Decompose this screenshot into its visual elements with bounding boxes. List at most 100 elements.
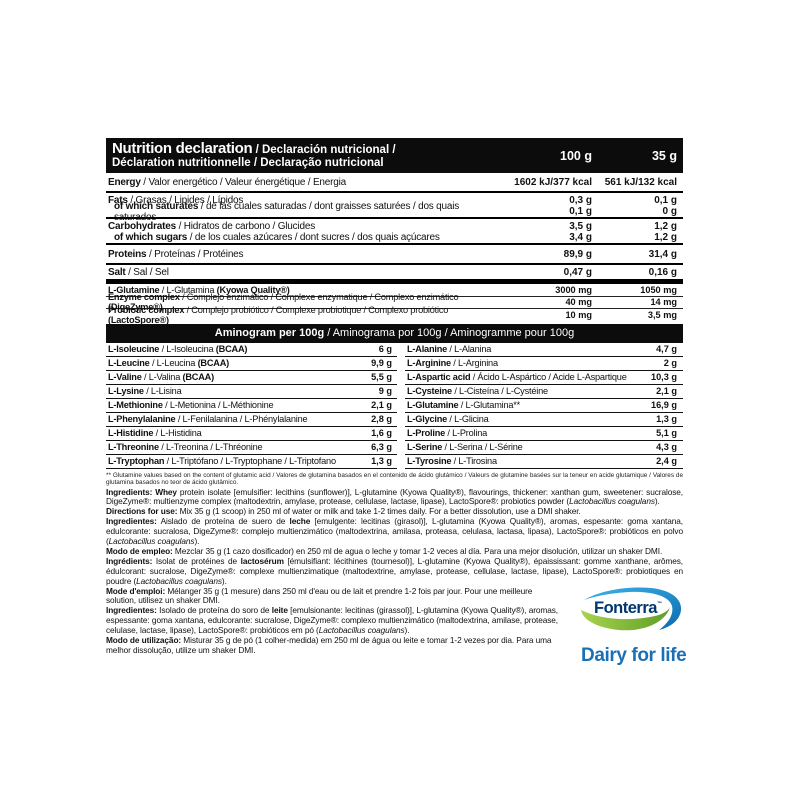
amino-acid-value: 1,3 g	[656, 414, 677, 424]
nutrition-row: of which saturates / de las cuales satur…	[106, 201, 683, 223]
nutrient-label: Energy / Valor energético / Valeur énerg…	[108, 176, 347, 188]
aminogram-row: L-Proline / L-Prolina 5,1 g	[405, 427, 683, 441]
value-per-100g: 0,1 g	[569, 206, 592, 217]
glutamine-footnote: ** Glutamine values based on the content…	[106, 471, 683, 486]
amino-acid-value: 9 g	[378, 386, 392, 396]
amino-acid-value: 16,9 g	[650, 400, 677, 410]
value-per-100g: 1602 kJ/377 kcal	[514, 176, 592, 188]
aminogram-row: L-Methionine / L-Metionina / L-Méthionin…	[106, 399, 397, 413]
amino-acid-value: 2,1 g	[371, 400, 392, 410]
amino-acid-value: 6,3 g	[371, 442, 392, 452]
ingredients-en: Ingredients: Whey protein isolate [emuls…	[106, 486, 683, 507]
logo-green-swoosh	[581, 607, 670, 631]
nutrient-label: of which saturates / de las cuales satur…	[114, 200, 460, 223]
value-per-100g: 40 mg	[565, 297, 592, 308]
amino-acid-label: L-Phenylalanine / L-Fenilalanina / L-Phé…	[108, 414, 308, 424]
amino-acid-label: L-Tyrosine / L-Tirosina	[407, 456, 497, 466]
ingredients-pt: Ingredientes: Isolado de proteína do sor…	[106, 605, 558, 636]
aminogram-row: L-Lysine / L-Lisina 9 g	[106, 385, 397, 399]
value-per-35g: 0 g	[662, 206, 677, 217]
aminogram-column-left: L-Isoleucine / L-Isoleucina (BCAA) 6 g L-L…	[106, 343, 397, 469]
aminogram-row: L-Valine / L-Valina (BCAA) 5,5 g	[106, 371, 397, 385]
nutrient-label: L-Glutamine / L-Glutamina (Kyowa Quality…	[108, 284, 290, 295]
value-per-35g: 1,2 g	[654, 232, 677, 243]
fonterra-tagline: Dairy for life	[581, 645, 687, 666]
directions-fr: Mode d'emploi: Mélanger 35 g (1 mesure) …	[106, 585, 533, 606]
aminogram-row: L-Cysteine / L-Cisteína / L-Cystéine 2,1 …	[405, 385, 683, 399]
nutrition-row: Enzyme complex / Complejo enzimático / C…	[106, 292, 683, 312]
amino-acid-label: L-Isoleucine / L-Isoleucina (BCAA)	[108, 344, 248, 354]
column-header-100g: 100 g	[560, 148, 592, 163]
amino-acid-label: L-Glutamine / L-Glutamina**	[407, 400, 521, 410]
aminogram-title-translations: / Aminograma por 100g / Aminogramme pour…	[327, 327, 575, 339]
aminogram-table: L-Isoleucine / L-Isoleucina (BCAA) 6 g L-L…	[106, 343, 683, 469]
aminogram-row: L-Histidine / L-Histidina 1,6 g	[106, 427, 397, 441]
title-translations: / Declaración nutricional /	[252, 143, 396, 156]
aminogram-row: L-Arginine / L-Arginina 2 g	[405, 357, 683, 371]
aminogram-title: Aminogram per 100g	[214, 327, 325, 339]
value-per-35g: 1,2 g	[654, 221, 677, 232]
value-per-35g: 14 mg	[650, 297, 677, 308]
amino-acid-value: 4,3 g	[656, 442, 677, 452]
directions-en: Directions for use: Mix 35 g (1 scoop) i…	[106, 506, 581, 517]
nutrient-label: Enzyme complex / Complejo enzimático / C…	[108, 292, 459, 313]
title-primary: Nutrition declaration	[112, 139, 253, 157]
amino-acid-value: 2 g	[663, 358, 677, 368]
nutrient-label: Proteins / Proteínas / Protéines	[108, 248, 244, 260]
nutrient-label: Fats / Grasas / Lipides / Lípidos	[108, 195, 244, 206]
value-per-100g: 3000 mg	[555, 284, 592, 295]
nutrition-declaration-header-bar: Nutrition declaration / Declaración nutr…	[106, 138, 683, 173]
amino-acid-value: 9,9 g	[371, 358, 392, 368]
aminogram-row: L-Serine / L-Serina / L-Sérine 4,3 g	[405, 441, 683, 455]
amino-acid-label: L-Histidine / L-Histidina	[108, 428, 202, 438]
directions-pt: Modo de utilização: Misturar 35 g de pó …	[106, 635, 552, 655]
value-per-35g: 1050 mg	[640, 284, 677, 295]
value-per-35g: 0,16 g	[648, 266, 677, 278]
amino-acid-label: L-Threonine / L-Treonina / L-Thréonine	[108, 442, 263, 452]
label-content: Nutrition declaration / Declaración nutr…	[106, 138, 683, 656]
nutrition-row: Proteins / Proteínas / Protéines 89,9 g 31…	[106, 245, 683, 265]
value-per-35g: 3,5 mg	[647, 310, 677, 321]
nutrition-row: of which sugars / de los cuales azúcares…	[106, 232, 683, 245]
nutrient-label: Carbohydrates / Hidratos de carbono / Gl…	[108, 221, 316, 232]
value-per-100g: 89,9 g	[563, 248, 592, 260]
aminogram-header-bar: Aminogram per 100g / Aminograma por 100g…	[106, 323, 683, 343]
nutrient-label: Salt / Sal / Sel	[108, 266, 169, 278]
amino-acid-label: L-Methionine / L-Metionina / L-Méthionin…	[108, 400, 274, 410]
aminogram-row: L-Leucine / L-Leucina (BCAA) 9,9 g	[106, 357, 397, 371]
amino-acid-value: 1,6 g	[371, 428, 392, 438]
amino-acid-label: L-Alanine / L-Alanina	[407, 344, 492, 354]
ingredients-es: Ingredientes: Aislado de proteína de sue…	[106, 516, 683, 547]
value-per-100g: 0,3 g	[569, 195, 592, 206]
logo-brand-text: Fonterra™	[594, 599, 662, 617]
fonterra-logo-mark: Fonterra™	[581, 587, 682, 631]
nutrition-declaration-title: Nutrition declaration / Declaración nutr…	[112, 139, 494, 170]
ingredients-fr: Ingrédients: Isolat de protéines de lact…	[106, 555, 683, 586]
nutrition-row: Carbohydrates / Hidratos de carbono / Gl…	[106, 219, 683, 232]
amino-acid-label: L-Proline / L-Prolina	[407, 428, 488, 438]
nutrition-row: Fats / Grasas / Lipides / Lípidos 0,3 g 0,…	[106, 193, 683, 206]
amino-acid-label: L-Valine / L-Valina (BCAA)	[108, 372, 214, 382]
amino-acid-label: L-Aspartic acid / Ácido L-Aspártico / Ac…	[407, 372, 627, 382]
amino-acid-value: 2,4 g	[656, 456, 677, 466]
value-per-35g: 31,4 g	[648, 248, 677, 260]
directions-es: Modo de empleo: Mezclar 35 g (1 cazo dos…	[106, 545, 663, 556]
aminogram-column-right: L-Alanine / L-Alanina 4,7 g L-Arginine / L…	[405, 343, 683, 469]
aminogram-row: L-Alanine / L-Alanina 4,7 g	[405, 343, 683, 357]
nutrition-row: Energy / Valor energético / Valeur énerg…	[106, 173, 683, 193]
amino-acid-value: 2,8 g	[371, 414, 392, 424]
amino-acid-value: 5,1 g	[656, 428, 677, 438]
nutrition-row: Probiotic complex / Complejo probiótico …	[106, 305, 683, 325]
aminogram-row: L-Threonine / L-Treonina / L-Thréonine 6,…	[106, 441, 397, 455]
nutrition-row: L-Glutamine / L-Glutamina (Kyowa Quality…	[106, 284, 683, 297]
amino-acid-label: L-Serine / L-Serina / L-Sérine	[407, 442, 523, 452]
aminogram-row: L-Isoleucine / L-Isoleucina (BCAA) 6 g	[106, 343, 397, 357]
title-translations-line2: Déclaration nutritionnelle / Declaração …	[112, 156, 384, 169]
aminogram-row: L-Tryptophan / L-Triptófano / L-Tryptoph…	[106, 455, 397, 469]
nutrition-row: Salt / Sal / Sel 0,47 g 0,16 g	[106, 265, 683, 284]
amino-acid-label: L-Leucine / L-Leucina (BCAA)	[108, 358, 230, 368]
column-header-35g: 35 g	[651, 148, 677, 163]
amino-acid-value: 10,3 g	[650, 372, 677, 382]
fonterra-logo: Fonterra™ Dairy for life	[579, 586, 691, 667]
